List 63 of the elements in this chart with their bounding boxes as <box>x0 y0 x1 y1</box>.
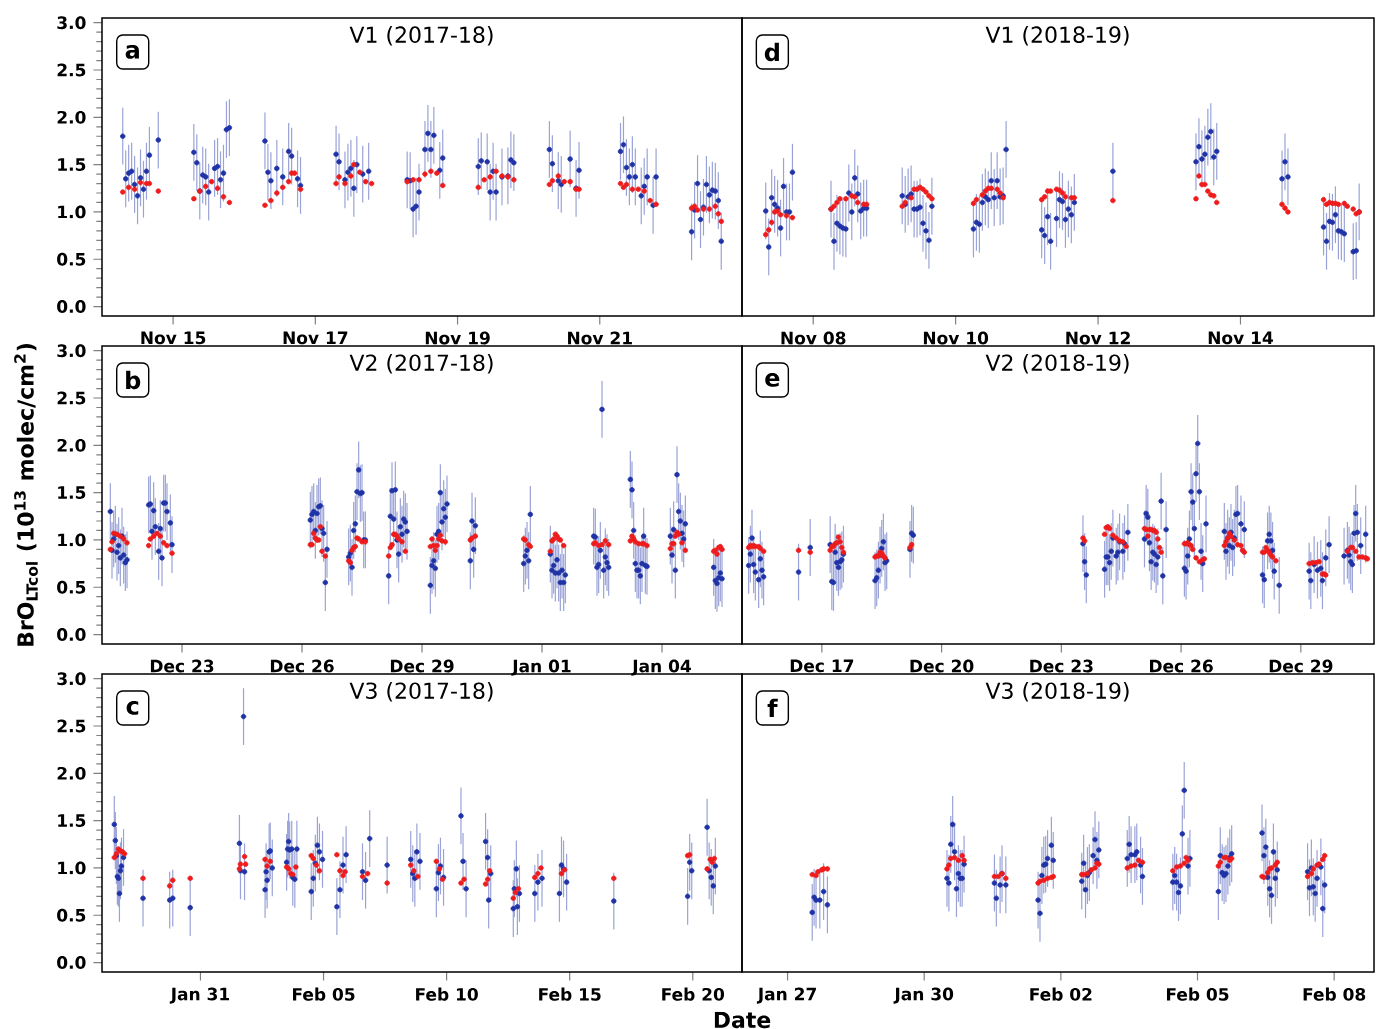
x-tick-label: Jan 27 <box>756 987 816 1004</box>
x-tick-label: Nov 17 <box>283 331 348 345</box>
x-tick-label: Nov 12 <box>1066 331 1130 345</box>
annotation: f <box>767 698 778 718</box>
annotation: b <box>126 370 141 390</box>
x-tick-label: Nov 08 <box>781 331 846 345</box>
x-tick-label: Feb 10 <box>416 987 478 1001</box>
x-tick-label: Jan 04 <box>631 659 691 676</box>
chart-title: V1 (2017-18) <box>349 26 493 46</box>
x-tick-label: Dec 23 <box>150 659 214 673</box>
y-tick-label: 0.5 <box>57 252 86 266</box>
annotation: c <box>126 701 139 715</box>
x-tick-label: Feb 05 <box>1166 987 1229 1001</box>
chart-title: V2 (2018-19) <box>985 354 1129 374</box>
y-tick-label: 1.0 <box>58 861 86 875</box>
y-tick-label: 1.0 <box>58 533 86 547</box>
x-tick-label: Nov 15 <box>141 331 206 345</box>
y-tick-label: 0.0 <box>57 300 86 313</box>
x-tick-label: Feb 05 <box>293 987 355 1001</box>
x-tick-label: Jan 30 <box>893 987 954 1004</box>
y-tick-label: 2.0 <box>57 766 86 780</box>
y-tick-label: 3.0 <box>57 344 86 358</box>
y-axis-title: BrO$_{LTcol}$ (10$^{13}$ molec/cm$^{2}$) <box>14 344 38 646</box>
y-tick-label: 0.0 <box>57 956 86 969</box>
chart-title: V3 (2018-19) <box>985 682 1129 702</box>
x-tick-label: Dec 26 <box>270 659 334 673</box>
x-tick-label: Feb 08 <box>1303 987 1366 1001</box>
x-tick-label: Dec 29 <box>390 659 454 673</box>
x-tick-label: Nov 10 <box>923 331 989 345</box>
x-tick-label: Nov 19 <box>425 331 490 345</box>
y-tick-label: 0.5 <box>57 580 86 594</box>
x-tick-label: Jan 31 <box>169 987 230 1004</box>
x-tick-label: Dec 26 <box>1150 659 1213 673</box>
y-tick-label: 3.0 <box>57 672 86 686</box>
annotation: a <box>125 45 139 59</box>
x-tick-label: Dec 29 <box>1269 659 1333 673</box>
x-tick-label: Nov 21 <box>568 331 632 345</box>
x-axis-title: Date <box>714 1011 771 1029</box>
y-tick-label: 1.5 <box>58 814 86 827</box>
y-tick-label: 0.0 <box>57 628 86 641</box>
x-tick-label: Jan 01 <box>511 659 571 676</box>
y-tick-label: 1.5 <box>58 486 86 499</box>
annotation: d <box>764 42 779 62</box>
chart-title: V3 (2017-18) <box>349 682 493 702</box>
x-tick-label: Nov 14 <box>1208 331 1273 345</box>
y-tick-label: 3.0 <box>57 16 86 30</box>
y-tick-label: 1.5 <box>58 158 86 171</box>
x-tick-label: Dec 23 <box>1030 659 1093 673</box>
chart-title: V2 (2017-18) <box>349 354 493 374</box>
x-tick-label: Dec 20 <box>910 659 974 673</box>
chart-title: V1 (2018-19) <box>985 26 1129 46</box>
y-tick-label: 2.5 <box>57 391 86 405</box>
y-tick-label: 1.0 <box>58 205 86 219</box>
x-tick-label: Feb 02 <box>1030 987 1092 1001</box>
x-tick-label: Feb 20 <box>662 987 725 1001</box>
y-tick-label: 0.5 <box>57 908 86 922</box>
x-tick-label: Feb 15 <box>539 987 601 1001</box>
y-tick-label: 2.5 <box>57 719 86 733</box>
x-tick-label: Dec 17 <box>790 659 854 673</box>
y-tick-label: 2.0 <box>57 110 86 124</box>
y-tick-label: 2.0 <box>57 438 86 452</box>
annotation: e <box>765 373 780 387</box>
y-tick-label: 2.5 <box>57 63 86 77</box>
